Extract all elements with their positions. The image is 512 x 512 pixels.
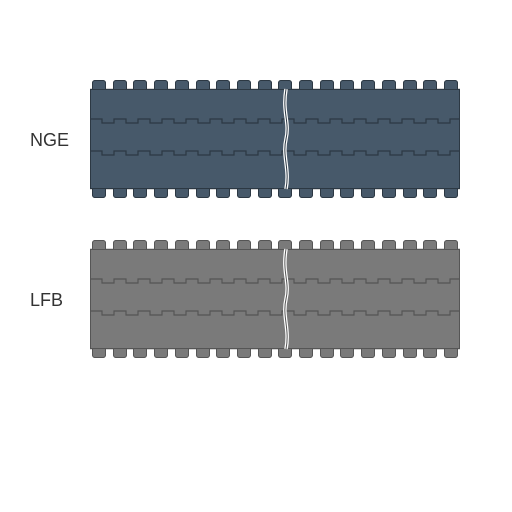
tooth (340, 188, 354, 198)
tooth (403, 240, 417, 250)
tooth (196, 80, 210, 90)
tooth (320, 348, 334, 358)
tooth (92, 188, 106, 198)
seam-0 (90, 276, 460, 286)
belt-label-lfb: LFB (30, 290, 63, 311)
tooth (278, 348, 292, 358)
tooth (340, 240, 354, 250)
tooth (237, 348, 251, 358)
tooth (196, 240, 210, 250)
tooth (258, 240, 272, 250)
tooth (216, 240, 230, 250)
tooth (299, 80, 313, 90)
tooth (133, 348, 147, 358)
tooth (113, 80, 127, 90)
tooth (133, 188, 147, 198)
tooth (299, 240, 313, 250)
tooth (382, 80, 396, 90)
belt-body (90, 249, 460, 349)
seam-1 (90, 148, 460, 158)
tooth (258, 188, 272, 198)
tooth (175, 240, 189, 250)
tooth (216, 348, 230, 358)
tooth (113, 240, 127, 250)
tooth (154, 348, 168, 358)
tooth (361, 240, 375, 250)
tooth (320, 240, 334, 250)
tooth (216, 80, 230, 90)
tooth (382, 348, 396, 358)
tooth (237, 240, 251, 250)
tooth (299, 348, 313, 358)
break-line (282, 249, 290, 349)
tooth (154, 240, 168, 250)
teeth-row-bottom (90, 348, 460, 358)
belt-nge (90, 80, 460, 198)
tooth (340, 348, 354, 358)
seam-1 (90, 308, 460, 318)
tooth (403, 80, 417, 90)
belt-label-nge: NGE (30, 130, 69, 151)
tooth (258, 348, 272, 358)
tooth (403, 348, 417, 358)
tooth (175, 188, 189, 198)
belt-lfb (90, 240, 460, 358)
tooth (175, 80, 189, 90)
tooth (423, 80, 437, 90)
tooth (196, 348, 210, 358)
tooth (133, 80, 147, 90)
tooth (154, 188, 168, 198)
tooth (258, 80, 272, 90)
tooth (444, 188, 458, 198)
tooth (320, 80, 334, 90)
tooth (92, 240, 106, 250)
tooth (444, 80, 458, 90)
tooth (403, 188, 417, 198)
tooth (361, 348, 375, 358)
tooth (113, 188, 127, 198)
tooth (175, 348, 189, 358)
tooth (133, 240, 147, 250)
tooth (382, 240, 396, 250)
tooth (423, 240, 437, 250)
tooth (423, 188, 437, 198)
tooth (361, 80, 375, 90)
tooth (444, 240, 458, 250)
teeth-row-top (90, 80, 460, 90)
tooth (340, 80, 354, 90)
teeth-row-top (90, 240, 460, 250)
tooth (444, 348, 458, 358)
tooth (299, 188, 313, 198)
tooth (154, 80, 168, 90)
tooth (92, 348, 106, 358)
seam-0 (90, 116, 460, 126)
tooth (237, 188, 251, 198)
teeth-row-bottom (90, 188, 460, 198)
tooth (320, 188, 334, 198)
break-line (282, 89, 290, 189)
tooth (423, 348, 437, 358)
tooth (278, 188, 292, 198)
tooth (113, 348, 127, 358)
tooth (361, 188, 375, 198)
tooth (216, 188, 230, 198)
tooth (196, 188, 210, 198)
tooth (382, 188, 396, 198)
tooth (237, 80, 251, 90)
belt-body (90, 89, 460, 189)
tooth (92, 80, 106, 90)
